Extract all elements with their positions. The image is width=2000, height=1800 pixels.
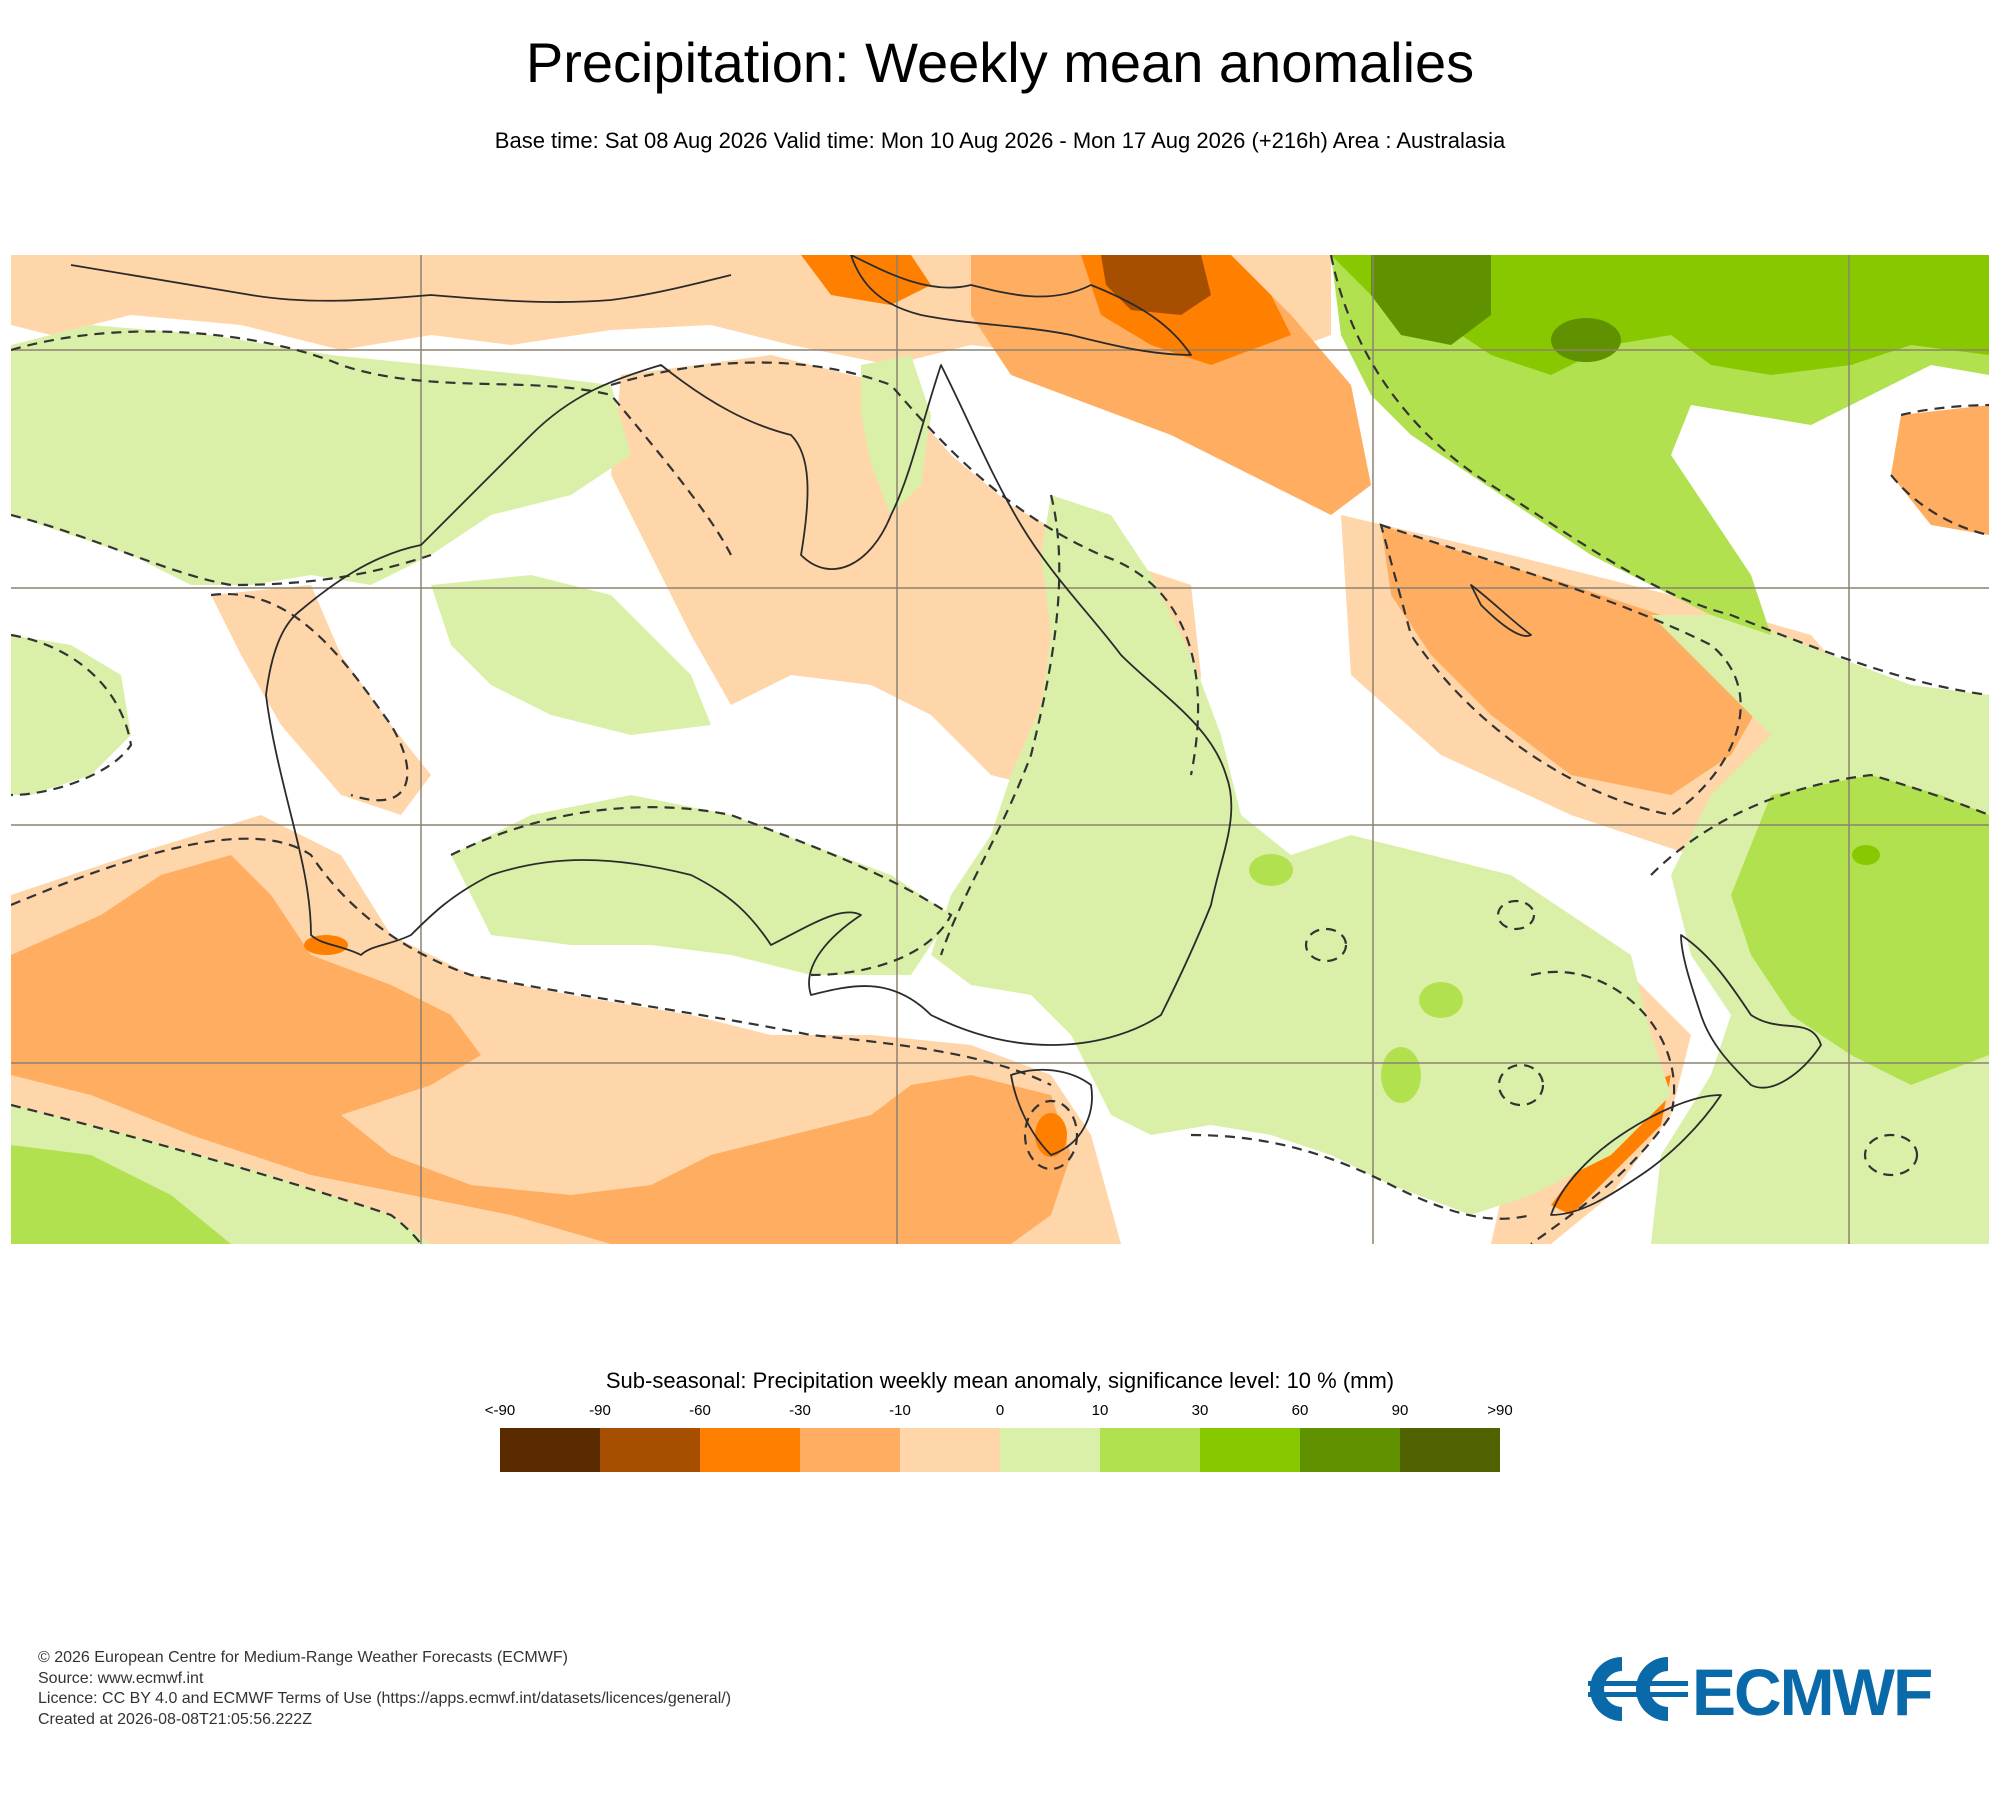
anomaly-pos-weak-westcoast xyxy=(11,635,131,795)
ecmwf-logo-text: ECMWF xyxy=(1692,1655,1931,1723)
coastline-new-caledonia xyxy=(1470,584,1532,637)
legend-label: 0 xyxy=(995,1402,1005,1419)
legend-swatch xyxy=(600,1428,700,1472)
anomaly-neg-strong-banda xyxy=(801,255,931,305)
footer-created: Created at 2026-08-08T21:05:56.222Z xyxy=(38,1710,312,1728)
anomaly-pos-vstrong-pacific xyxy=(1371,255,1491,345)
significance-contours xyxy=(11,255,1989,1244)
legend-label: -30 xyxy=(789,1402,811,1419)
map-subtitle: Base time: Sat 08 Aug 2026 Valid time: M… xyxy=(494,128,1506,153)
legend-label: 60 xyxy=(1291,1402,1309,1419)
anomaly-neg-moderate-tasman xyxy=(1381,525,1771,795)
coastline-tasmania xyxy=(1010,1068,1093,1156)
anomaly-pos-weak-capeyork xyxy=(861,355,931,515)
anomaly-pos-vstrong-spot xyxy=(1551,318,1621,362)
anomaly-pos-moderate-spot2 xyxy=(1419,982,1463,1018)
anomaly-pos-weak-southcoast xyxy=(451,795,951,975)
anomaly-map xyxy=(11,255,1989,1244)
legend-swatch xyxy=(1300,1428,1400,1472)
legend-swatch xyxy=(700,1428,800,1472)
map-canvas xyxy=(11,255,1989,1244)
legend-labels: <-90 -90 -60 -30 -10 0 10 30 60 90 >90 xyxy=(0,1402,2000,1422)
legend-color-bar xyxy=(500,1428,1500,1472)
legend-label: <-90 xyxy=(484,1402,516,1419)
anomaly-neg-strong-sw xyxy=(304,935,348,955)
legend-swatch xyxy=(500,1428,600,1472)
legend-label: 10 xyxy=(1091,1402,1109,1419)
legend-label: >90 xyxy=(1487,1402,1513,1419)
coastline-nz-north xyxy=(1680,934,1822,1089)
legend-swatch xyxy=(1100,1428,1200,1472)
legend-label: -10 xyxy=(889,1402,911,1419)
map-title: Precipitation: Weekly mean anomalies xyxy=(525,31,1475,94)
coastline-australia xyxy=(265,364,1233,1046)
coastline-nz-south xyxy=(1550,1094,1722,1216)
legend-title: Sub-seasonal: Precipitation weekly mean … xyxy=(605,1368,1395,1393)
legend-swatch xyxy=(1000,1428,1100,1472)
legend-label: 90 xyxy=(1391,1402,1409,1419)
anomaly-pos-weak-indian xyxy=(11,325,631,585)
anomaly-neg-weak-west xyxy=(211,585,431,815)
legend-label: -60 xyxy=(689,1402,711,1419)
anomaly-neg-vstrong-png xyxy=(1101,255,1211,315)
anomaly-pos-moderate-nz xyxy=(1731,775,1989,1085)
coastline-indonesia xyxy=(70,264,732,303)
coastlines xyxy=(70,255,1822,1216)
legend-label: 30 xyxy=(1191,1402,1209,1419)
anomaly-pos-strong-pacific xyxy=(1331,255,1989,375)
ecmwf-logo-icon xyxy=(1588,1657,1688,1721)
ecmwf-logo: ECMWF xyxy=(1588,1655,1968,1729)
coastline-new-guinea xyxy=(850,255,1192,356)
legend-swatch xyxy=(1400,1428,1500,1472)
legend-label: -90 xyxy=(589,1402,611,1419)
legend-swatch xyxy=(800,1428,900,1472)
anomaly-pos-moderate-spot1 xyxy=(1249,854,1293,886)
anomaly-pos-weak-inland xyxy=(431,575,711,735)
footer-copyright: © 2026 European Centre for Medium-Range … xyxy=(38,1649,568,1666)
footer-licence: Licence: CC BY 4.0 and ECMWF Terms of Us… xyxy=(38,1690,732,1707)
anomaly-pos-moderate-southwest xyxy=(11,1145,231,1244)
anomaly-pos-strong-spot1 xyxy=(1852,845,1880,865)
anomaly-neg-moderate-pacific xyxy=(1891,405,1989,535)
legend-swatch xyxy=(900,1428,1000,1472)
anomaly-pos-moderate-spot3 xyxy=(1381,1047,1421,1103)
anomaly-neg-moderate-south xyxy=(11,855,1071,1244)
legend-swatch xyxy=(1200,1428,1300,1472)
footer-source: Source: www.ecmwf.int xyxy=(38,1669,204,1687)
footer-credits: © 2026 European Centre for Medium-Range … xyxy=(38,1648,731,1730)
